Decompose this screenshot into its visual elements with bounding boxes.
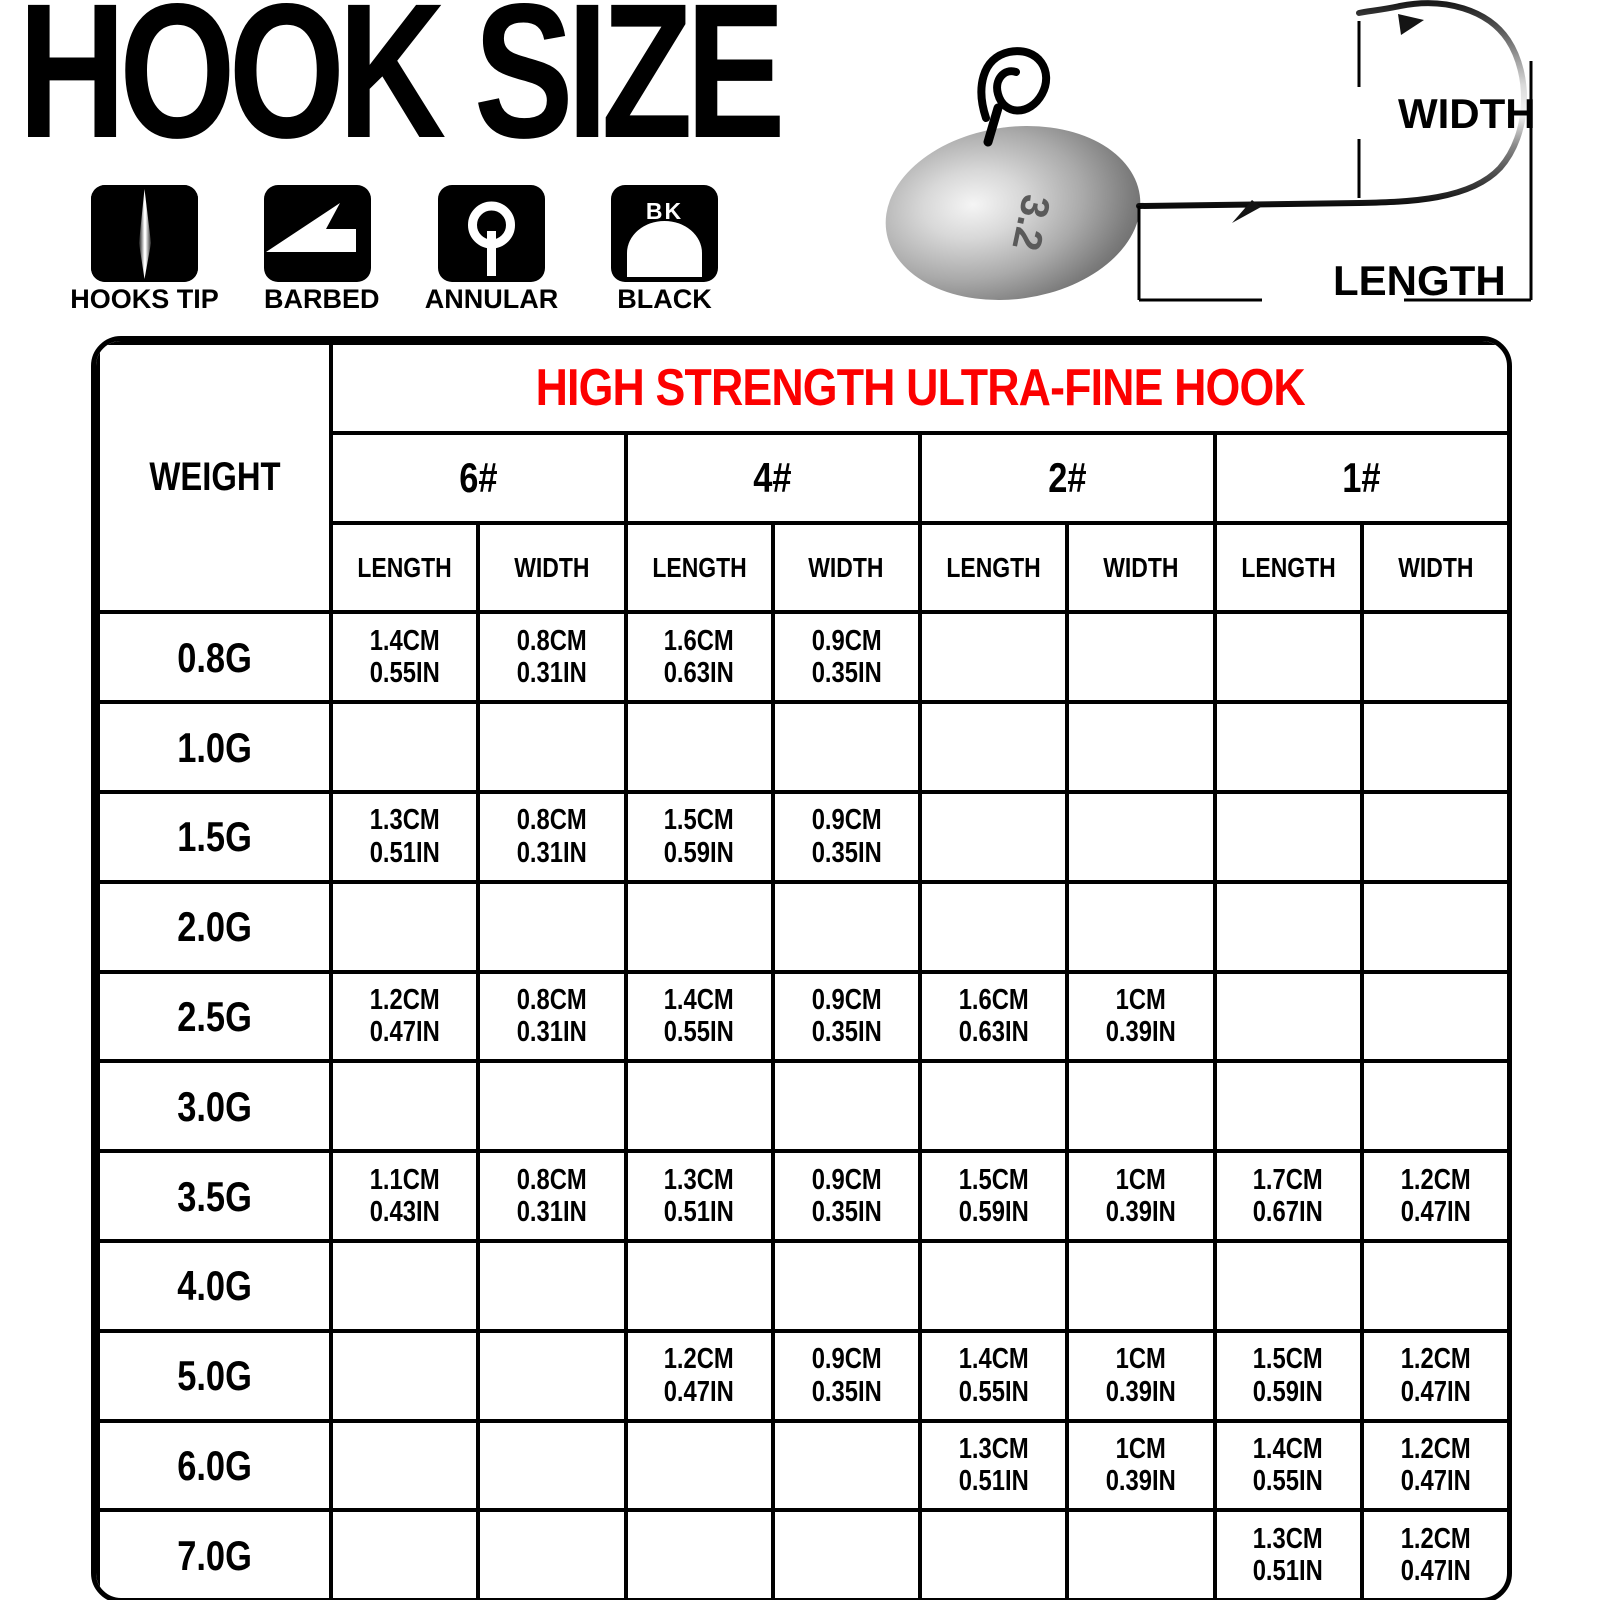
svg-text:BK: BK (646, 198, 683, 224)
svg-text:LENGTH: LENGTH (1333, 257, 1506, 304)
svg-text:WIDTH: WIDTH (1398, 90, 1536, 137)
